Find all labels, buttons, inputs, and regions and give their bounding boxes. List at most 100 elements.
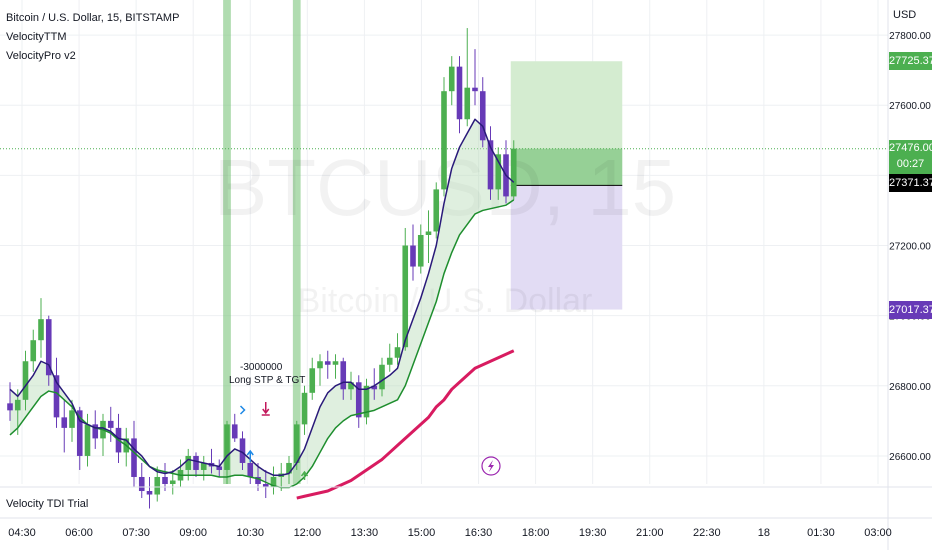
candle-body (371, 385, 378, 390)
candle-body (239, 438, 246, 463)
indicator-pane-label[interactable]: Velocity TDI Trial (6, 498, 89, 510)
position-zones (0, 61, 888, 310)
target-zone (510, 61, 623, 186)
price-badge-countdown: 00:27 (896, 157, 925, 170)
candle-body (348, 382, 354, 390)
candle-body (69, 410, 75, 428)
price-tick-label: 27200.00 (889, 242, 931, 253)
time-tick-label: 18:00 (521, 527, 550, 539)
cloud-fill (10, 119, 514, 488)
watermark-name: Bitcoin / U.S. Dollar (298, 282, 593, 320)
indicator-lines (9, 118, 515, 500)
price-badge-last-value: 27476.00 (889, 141, 932, 154)
signal-highlight-bar (223, 0, 231, 484)
candle-body (441, 91, 447, 190)
legend-symbol[interactable]: Bitcoin / U.S. Dollar, 15, BITSTAMP (6, 12, 180, 24)
candle-body (146, 491, 153, 495)
time-tick-label: 06:00 (65, 527, 93, 539)
time-tick-label: 22:30 (693, 527, 721, 539)
candle-body (324, 361, 331, 365)
moving-average-line (296, 349, 515, 500)
candle-body (231, 424, 238, 439)
stop-zone (510, 185, 623, 310)
signal-highlight-bar (292, 0, 301, 484)
candle-body (22, 361, 29, 400)
candle-body (138, 476, 145, 492)
candle-body (131, 438, 137, 477)
signal-highlights (223, 0, 301, 484)
signal-markers (239, 402, 501, 480)
time-tick-label: 04:30 (8, 527, 36, 539)
candle-body (286, 462, 292, 474)
time-tick-label: 15:00 (407, 527, 436, 539)
price-badge-stop: 27017.37 (889, 300, 932, 319)
candle-body (61, 417, 68, 428)
cloud-band (10, 119, 514, 488)
candle-body (162, 476, 168, 484)
time-tick-label: 07:30 (122, 527, 150, 539)
candle-body (14, 399, 21, 411)
candle-body (448, 66, 455, 92)
time-tick-label: 18 (757, 527, 770, 539)
candle-body (425, 231, 432, 235)
candle-body (363, 385, 370, 418)
price-tick-label: 26800.00 (889, 382, 931, 393)
candle-body (309, 368, 316, 393)
candle-body (76, 410, 83, 456)
candle-body (495, 154, 502, 190)
price-tick-label: 27800.00 (889, 31, 931, 42)
candle-body (340, 361, 347, 390)
time-tick-label: 16:30 (464, 527, 493, 539)
candle-body (92, 424, 99, 439)
candle-body (185, 455, 192, 470)
legend-indicator-velocitypro[interactable]: VelocityPro v2 (6, 50, 76, 62)
time-tick-label: 09:00 (179, 527, 207, 539)
time-tick-label: 10:30 (236, 527, 265, 539)
candle-body (38, 319, 44, 341)
signal-value-annotation: -3000000 (240, 362, 283, 373)
candle-body (355, 382, 362, 418)
candle-body (216, 466, 223, 470)
candle-body (332, 361, 339, 365)
legend-indicator-velocityttm[interactable]: VelocityTTM (6, 31, 67, 43)
candle-body (200, 462, 207, 470)
exit-arrow-icon (261, 402, 270, 416)
price-tick-label: 26600.00 (889, 452, 931, 463)
time-tick-label: 01:30 (807, 527, 835, 539)
time-tick-label: 13:30 (350, 527, 379, 539)
long-arrow-icon (246, 449, 254, 462)
lightning-bolt-icon (488, 460, 494, 472)
candle-body (433, 189, 440, 232)
fast-line (9, 118, 515, 476)
candle-body (464, 87, 471, 120)
candle-body (479, 91, 486, 141)
candle-body (169, 480, 176, 484)
candle-body (386, 357, 393, 365)
candle-body (417, 234, 424, 267)
time-tick-label: 12:00 (293, 527, 322, 539)
time-tick-label: 21:00 (635, 527, 664, 539)
open-profit-zone (510, 148, 623, 186)
candle-body (456, 66, 463, 120)
time-tick-label: 19:30 (578, 527, 607, 539)
candle-body (247, 462, 254, 477)
candle-body (262, 484, 269, 488)
legend: Bitcoin / U.S. Dollar, 15, BITSTAMP Velo… (6, 9, 179, 66)
candle-body (45, 319, 52, 376)
price-badge-entry: 27371.37 (889, 173, 932, 192)
candle-body (84, 424, 91, 456)
candle-body (487, 140, 494, 190)
candle-body (293, 424, 300, 463)
candle-body (301, 392, 308, 425)
price-tick-label: 27600.00 (889, 101, 931, 112)
candle-body (410, 245, 416, 267)
currency-label[interactable]: USD (893, 9, 917, 21)
candle-body (107, 420, 114, 428)
candle-body (510, 148, 517, 197)
candle-body (30, 340, 37, 362)
candle-body (53, 375, 60, 418)
candle-body (317, 361, 323, 369)
